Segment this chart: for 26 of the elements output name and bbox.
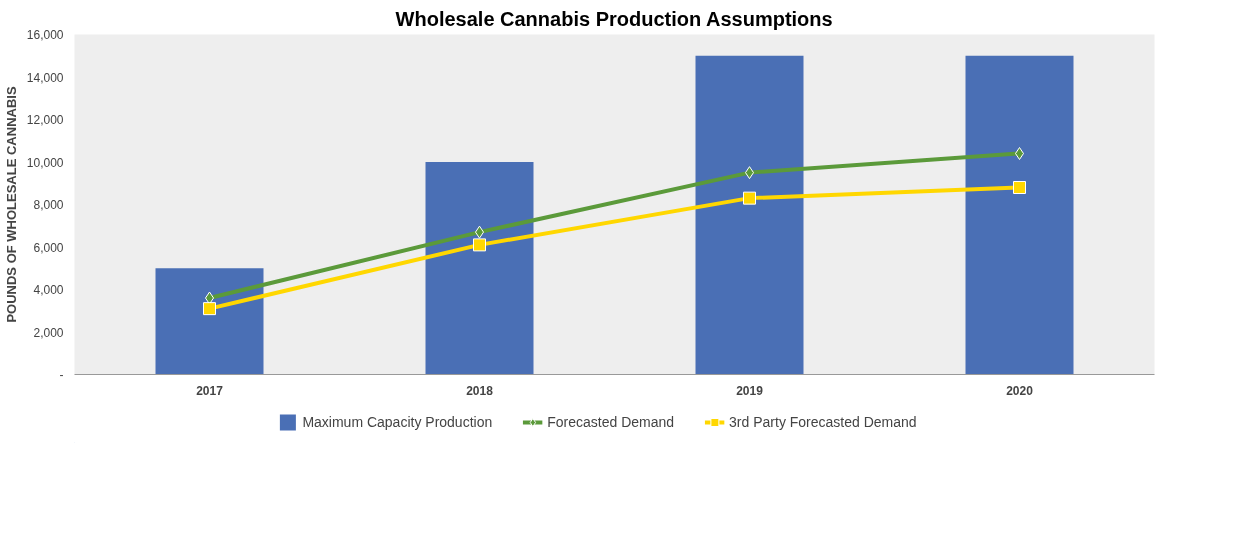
chart-title: Wholesale Cannabis Production Assumptions [395, 7, 833, 30]
y-tick-label: 12,000 [26, 113, 64, 127]
y-tick-label: 14,000 [26, 70, 64, 85]
bar [965, 55, 1074, 375]
bar [695, 55, 804, 375]
x-tick-label: 2020 [1006, 383, 1034, 398]
point [473, 238, 486, 252]
point [743, 191, 756, 205]
x-tick-label: 2018 [466, 383, 494, 398]
y-tick-label: 4,000 [33, 283, 64, 297]
y-tick-label: 10,000 [26, 155, 64, 170]
legend-label: Maximum Capacity Production [302, 414, 493, 430]
y-tick-label: - [59, 368, 64, 382]
x-tick-label: 2017 [196, 383, 224, 398]
bar [155, 268, 264, 375]
y-tick-label: 2,000 [33, 325, 64, 340]
y-tick-label: 6,000 [33, 240, 64, 255]
point [203, 302, 216, 316]
y-axis-title: POUNDS OF WHOLESALE CANNABIS [3, 86, 19, 323]
legend-label: Forecasted Demand [547, 414, 675, 430]
point [1013, 181, 1026, 194]
y-tick-label: 8,000 [33, 198, 64, 212]
x-tick-label: 2019 [736, 383, 764, 398]
bar [425, 162, 534, 375]
y-tick-label: 16,000 [26, 28, 64, 42]
legend-label: 3rd Party Forecasted Demand [729, 414, 917, 430]
